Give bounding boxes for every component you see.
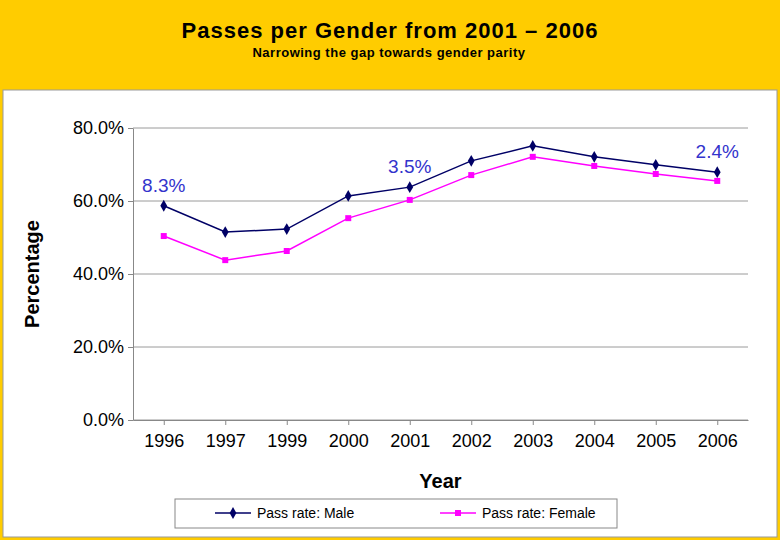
title: Passes per Gender from 2001 – 2006 bbox=[182, 18, 599, 43]
marker bbox=[222, 257, 228, 263]
x-tick: 2006 bbox=[698, 420, 738, 451]
legend-label: Pass rate: Male bbox=[257, 505, 354, 521]
marker bbox=[468, 155, 475, 167]
legend-box bbox=[175, 499, 617, 528]
x-tick-mark bbox=[594, 420, 595, 425]
x-tick-label: 1996 bbox=[144, 431, 184, 451]
x-tick-mark bbox=[471, 420, 472, 425]
x-axis: 1996 1997 1999 2000 2001 2002 2003 2004 2005 2006 bbox=[134, 420, 749, 451]
x-tick-mark bbox=[533, 420, 534, 425]
marker bbox=[653, 171, 659, 177]
x-tick-label: 2000 bbox=[329, 431, 369, 451]
grid-line bbox=[133, 128, 748, 129]
x-tick-label: 2004 bbox=[575, 431, 615, 451]
legend-marker bbox=[455, 510, 461, 516]
marker bbox=[529, 140, 536, 152]
marker bbox=[283, 223, 290, 235]
y-tick-label: 20.0% bbox=[73, 337, 124, 357]
marker bbox=[345, 215, 351, 221]
x-tick: 1999 bbox=[267, 420, 307, 451]
x-tick: 1996 bbox=[144, 420, 184, 451]
y-tick-mark bbox=[128, 128, 133, 129]
y-tick-mark bbox=[128, 347, 133, 348]
y-axis: 0.0% 20.0% 40.0% 60.0% 80.0% bbox=[73, 118, 134, 430]
marker bbox=[652, 159, 659, 171]
y-tick-mark bbox=[128, 201, 133, 202]
annotation: 2.4% bbox=[696, 141, 739, 162]
background bbox=[0, 0, 780, 540]
x-tick: 2000 bbox=[329, 420, 369, 451]
x-tick-mark bbox=[164, 420, 165, 425]
marker bbox=[406, 181, 413, 193]
marker bbox=[714, 178, 720, 184]
marker bbox=[284, 248, 290, 254]
marker bbox=[407, 197, 413, 203]
x-tick: 2005 bbox=[636, 420, 676, 451]
marker bbox=[591, 151, 598, 163]
x-tick-mark bbox=[287, 420, 288, 425]
marker bbox=[160, 200, 167, 212]
marker bbox=[468, 172, 474, 178]
legend-marker bbox=[230, 507, 237, 519]
subtitle: Narrowing the gap towards gender parity bbox=[252, 45, 525, 60]
x-tick-label: 2003 bbox=[513, 431, 553, 451]
x-tick-mark bbox=[717, 420, 718, 425]
y-tick: 0.0% bbox=[83, 410, 133, 430]
grid-line bbox=[133, 274, 748, 275]
y-axis-line bbox=[133, 129, 134, 421]
y-tick-label: 60.0% bbox=[73, 191, 124, 211]
x-tick: 1997 bbox=[206, 420, 246, 451]
x-tick-label: 2005 bbox=[636, 431, 676, 451]
y-tick-mark bbox=[128, 274, 133, 275]
marker bbox=[161, 233, 167, 239]
marker bbox=[222, 226, 229, 238]
plot-area bbox=[160, 140, 720, 263]
marker bbox=[345, 190, 352, 202]
x-tick: 2002 bbox=[452, 420, 492, 451]
x-tick: 2004 bbox=[575, 420, 615, 451]
annotation: 3.5% bbox=[388, 156, 431, 177]
x-tick-label: 2002 bbox=[452, 431, 492, 451]
chart: Passes per Gender from 2001 – 2006 Narrow… bbox=[0, 0, 780, 540]
y-tick-label: 80.0% bbox=[73, 118, 124, 138]
grid bbox=[133, 128, 748, 420]
y-tick-mark bbox=[128, 420, 133, 421]
chart-panel bbox=[3, 90, 777, 537]
x-tick-mark bbox=[410, 420, 411, 425]
x-tick-label: 2006 bbox=[698, 431, 738, 451]
y-tick: 80.0% bbox=[73, 118, 133, 138]
grid-line bbox=[133, 347, 748, 348]
x-tick-label: 1999 bbox=[267, 431, 307, 451]
x-tick: 2003 bbox=[513, 420, 553, 451]
y-tick-label: 40.0% bbox=[73, 264, 124, 284]
marker bbox=[714, 166, 721, 178]
y-tick-label: 0.0% bbox=[83, 410, 124, 430]
y-tick: 40.0% bbox=[73, 264, 133, 284]
grid-line bbox=[133, 201, 748, 202]
series-line bbox=[164, 146, 718, 232]
y-tick: 60.0% bbox=[73, 191, 133, 211]
x-tick-mark bbox=[348, 420, 349, 425]
y-tick: 20.0% bbox=[73, 337, 133, 357]
y-axis-title: Percentage bbox=[21, 220, 43, 328]
annotations: 8.3% 3.5% 2.4% bbox=[142, 141, 739, 196]
x-axis-title: Year bbox=[419, 470, 461, 492]
series-line bbox=[164, 157, 718, 260]
marker bbox=[530, 154, 536, 160]
x-tick-mark bbox=[225, 420, 226, 425]
annotation: 8.3% bbox=[142, 175, 185, 196]
x-tick-label: 2001 bbox=[390, 431, 430, 451]
marker bbox=[591, 163, 597, 169]
legend-label: Pass rate: Female bbox=[482, 505, 596, 521]
x-tick-label: 1997 bbox=[206, 431, 246, 451]
legend: Pass rate: Male Pass rate: Female bbox=[175, 499, 617, 528]
x-tick: 2001 bbox=[390, 420, 430, 451]
x-tick-mark bbox=[656, 420, 657, 425]
